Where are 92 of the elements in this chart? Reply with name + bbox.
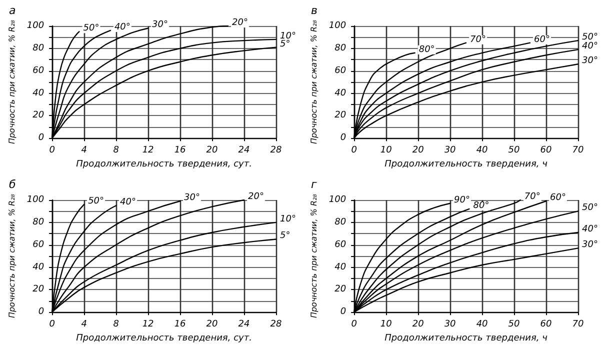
x-tick-label: 40 — [476, 320, 488, 330]
x-tick-label: 8 — [113, 146, 120, 156]
series-label: 20° — [248, 192, 264, 202]
chart-title: б — [9, 178, 16, 191]
y-tick-label: 100 — [328, 21, 346, 31]
y-tick-label: 100 — [26, 195, 44, 205]
series-label: 30° — [582, 56, 598, 66]
x-tick-label: 24 — [238, 146, 250, 156]
y-tick-label: 20 — [32, 110, 44, 121]
series-label: 50° — [88, 196, 104, 206]
y-tick-label: 0 — [38, 133, 44, 144]
x-tick-label: 0 — [351, 320, 358, 330]
series-label: 80° — [418, 44, 435, 55]
series-label: 30° — [582, 240, 598, 250]
x-tick-label: 20 — [412, 320, 424, 330]
series-label: 40° — [120, 198, 136, 208]
y-axis-title: Прочность при сжатии, % R₂₈ — [310, 19, 318, 144]
y-tick-label: 40 — [32, 262, 44, 272]
x-tick-label: 10 — [380, 320, 392, 330]
y-tick-label: 20 — [334, 110, 346, 121]
y-axis-title: Прочность при сжатии, % R₂₈ — [8, 19, 16, 144]
x-tick-label: 50 — [508, 320, 520, 330]
x-tick-label: 0 — [49, 320, 56, 330]
x-tick-label: 4 — [81, 320, 88, 330]
x-tick-label: 70 — [572, 146, 584, 156]
y-tick-label: 20 — [32, 284, 44, 295]
series-label: 20° — [232, 18, 248, 28]
x-tick-label: 50 — [508, 146, 520, 156]
y-tick-label: 0 — [340, 133, 346, 144]
series-label: 50° — [582, 203, 598, 214]
y-tick-label: 0 — [38, 307, 44, 318]
x-tick-label: 16 — [174, 146, 186, 156]
x-tick-label: 16 — [174, 320, 186, 330]
y-axis-title: Прочность при сжатии, % R₂₈ — [310, 193, 318, 318]
series-label: 90° — [454, 195, 470, 206]
y-tick-label: 0 — [340, 307, 346, 318]
series-label: 40° — [582, 224, 598, 235]
series-label: 5° — [280, 231, 290, 242]
y-tick-label: 80 — [334, 43, 346, 54]
y-tick-label: 100 — [26, 21, 44, 31]
series-label: 5° — [280, 39, 290, 50]
chart-title: а — [9, 4, 16, 17]
x-tick-label: 20 — [206, 320, 218, 330]
x-tick-label: 8 — [113, 320, 120, 330]
x-tick-label: 60 — [540, 320, 552, 330]
x-tick-label: 12 — [142, 320, 154, 330]
y-tick-label: 40 — [334, 262, 346, 272]
x-tick-label: 40 — [476, 146, 488, 156]
x-tick-label: 20 — [206, 146, 218, 156]
x-axis-title: Продолжительность твердения, сут. — [76, 160, 252, 170]
y-tick-label: 100 — [328, 195, 346, 205]
series-label: 40° — [582, 42, 598, 52]
y-tick-label: 80 — [32, 217, 44, 228]
series-label: 30° — [152, 20, 168, 30]
series-label: 60° — [534, 34, 550, 45]
series-label: 70° — [470, 34, 486, 45]
series-label: 30° — [184, 193, 200, 204]
x-axis-title: Продолжительность твердения, ч — [384, 334, 548, 344]
x-tick-label: 28 — [270, 146, 282, 156]
chart-title: в — [311, 4, 318, 17]
y-tick-label: 60 — [334, 240, 346, 250]
y-tick-label: 60 — [32, 66, 44, 76]
y-tick-label: 40 — [334, 88, 346, 98]
series-label: 70° — [524, 192, 540, 202]
series-label: 60° — [550, 193, 566, 204]
x-tick-label: 4 — [81, 146, 88, 156]
x-tick-label: 12 — [142, 146, 154, 156]
y-tick-label: 60 — [32, 240, 44, 250]
y-tick-label: 20 — [334, 284, 346, 295]
x-tick-label: 70 — [572, 320, 584, 330]
y-tick-label: 80 — [334, 217, 346, 228]
x-tick-label: 28 — [270, 320, 282, 330]
x-tick-label: 60 — [540, 146, 552, 156]
x-tick-label: 24 — [238, 320, 250, 330]
chart-title: г — [311, 178, 317, 191]
x-tick-label: 30 — [444, 320, 456, 330]
x-tick-label: 30 — [444, 146, 456, 156]
series-label: 40° — [114, 22, 130, 32]
x-axis-title: Продолжительность твердения, сут. — [76, 334, 252, 344]
y-tick-label: 80 — [32, 43, 44, 54]
x-axis-title: Продолжительность твердения, ч — [384, 160, 548, 170]
x-tick-label: 10 — [380, 146, 392, 156]
series-label: 10° — [280, 214, 296, 224]
y-axis-title: Прочность при сжатии, % R₂₈ — [8, 193, 16, 318]
series-label: 80° — [473, 200, 490, 211]
y-tick-label: 60 — [334, 66, 346, 76]
x-tick-label: 0 — [351, 146, 358, 156]
x-tick-label: 20 — [412, 146, 424, 156]
series-label: 50° — [582, 32, 598, 43]
y-tick-label: 40 — [32, 88, 44, 98]
series-label: 50° — [83, 24, 100, 34]
x-tick-label: 0 — [49, 146, 56, 156]
